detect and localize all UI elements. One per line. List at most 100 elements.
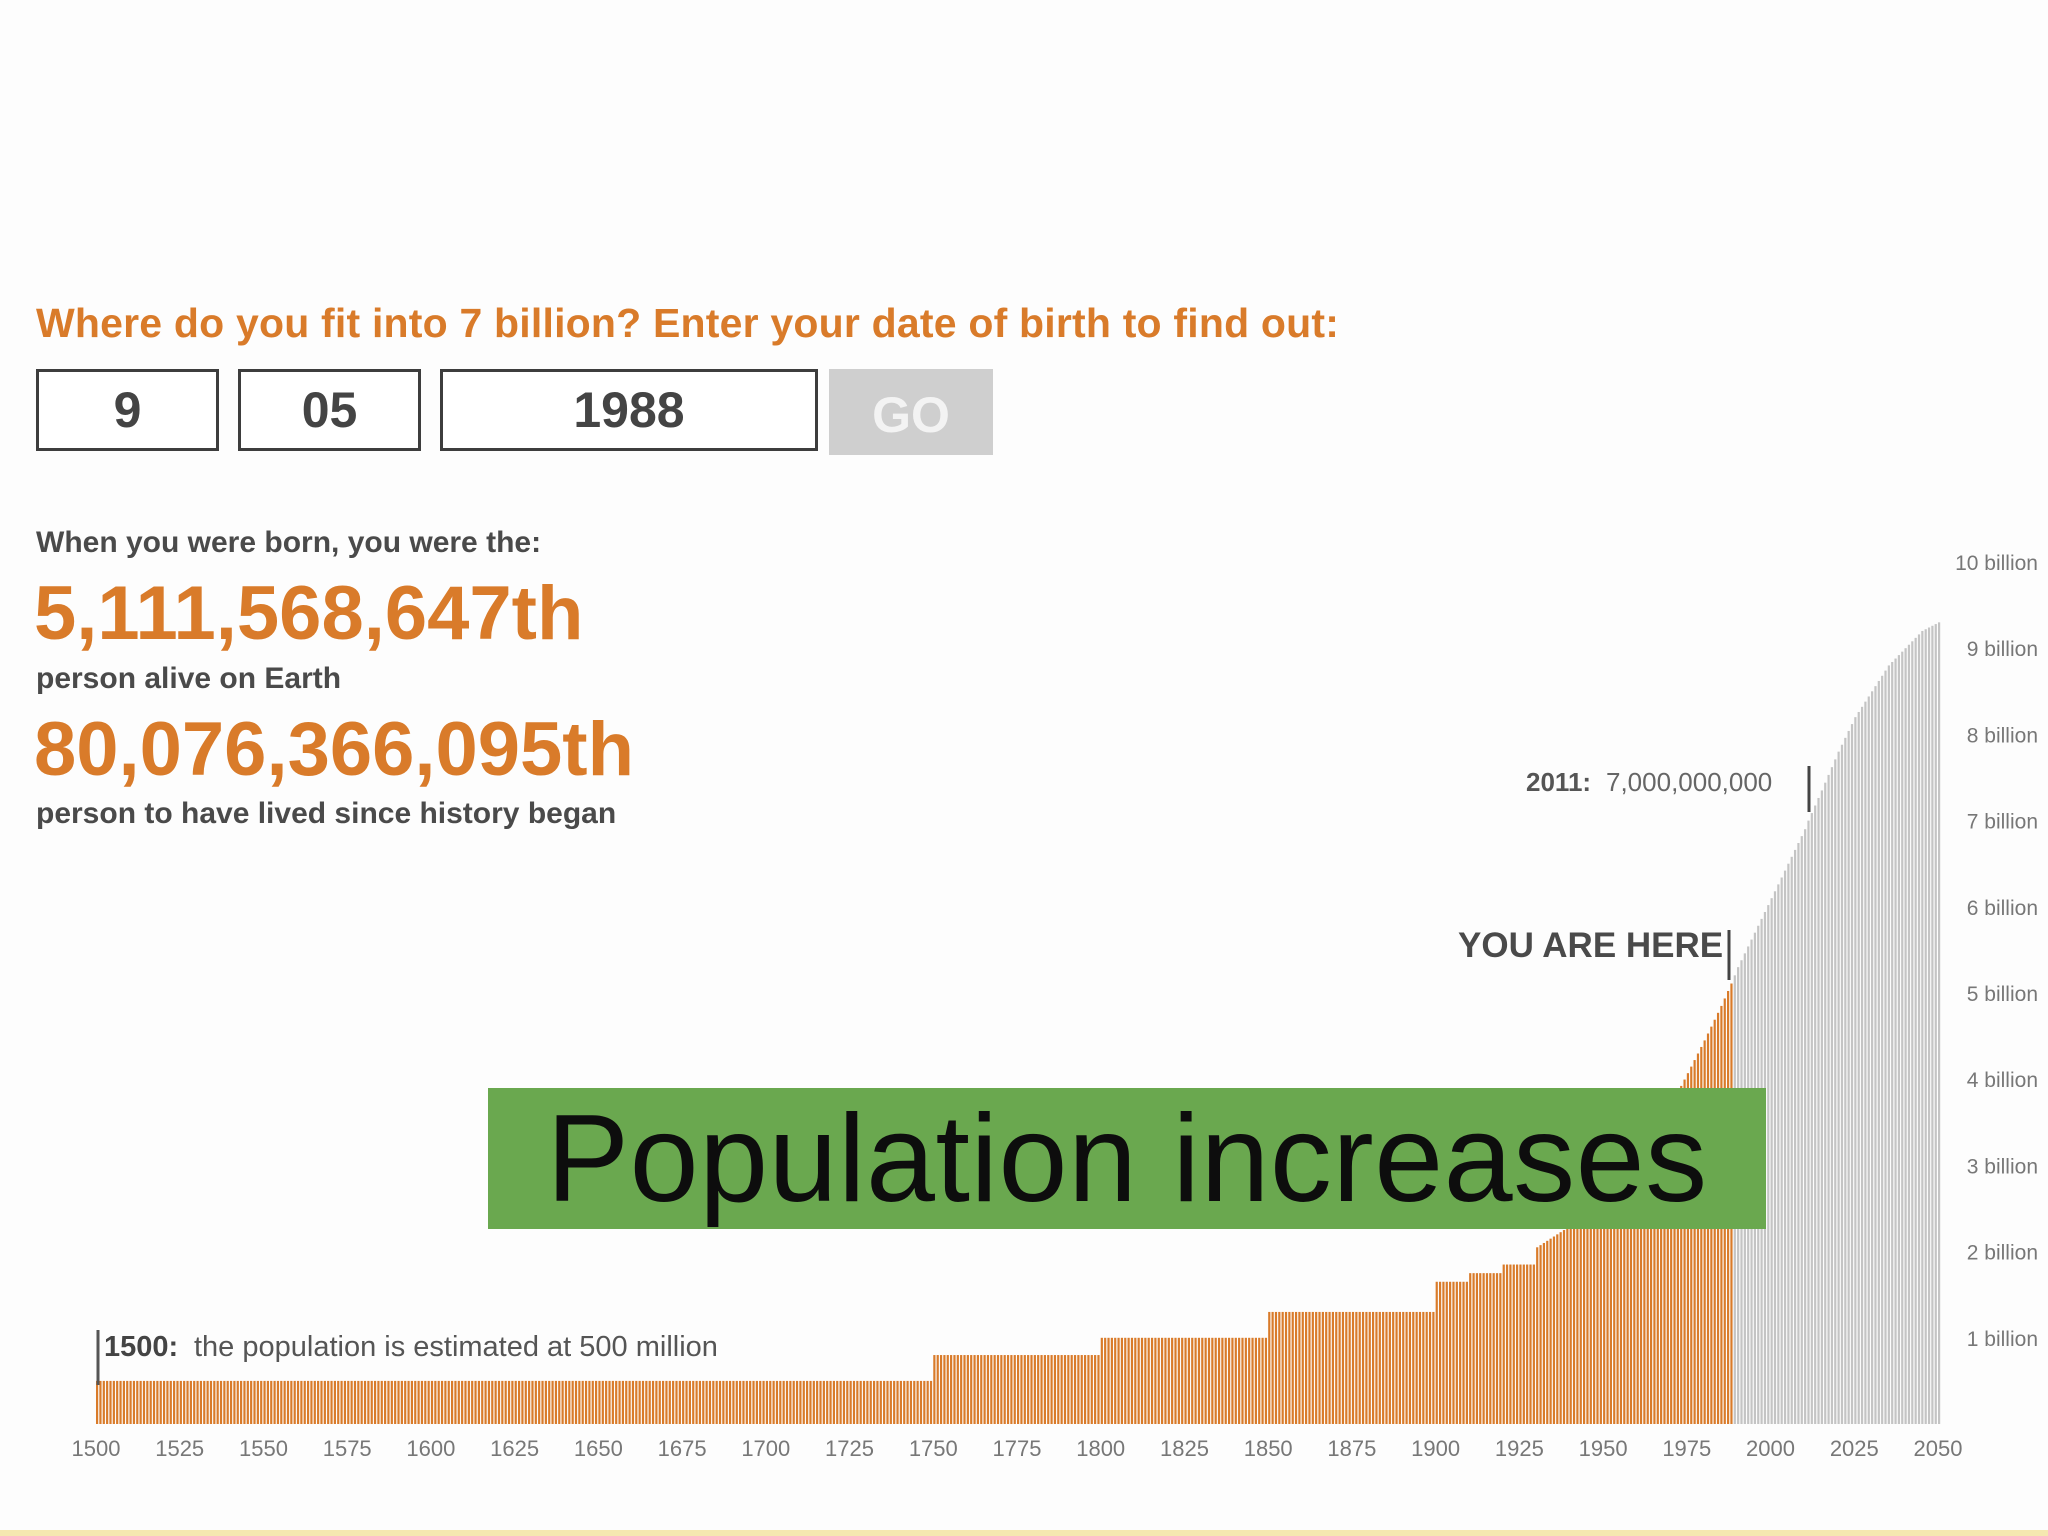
bar-1896 <box>1422 1311 1425 1424</box>
bar-1760 <box>966 1355 969 1424</box>
bar-1655 <box>615 1380 618 1424</box>
bar-1635 <box>548 1380 551 1424</box>
bar-1943 <box>1579 1219 1582 1424</box>
bar-1913 <box>1479 1273 1482 1424</box>
bar-2032 <box>1877 680 1880 1424</box>
bar-1596 <box>417 1380 420 1424</box>
bar-1814 <box>1147 1337 1150 1424</box>
bar-2024 <box>1850 724 1854 1424</box>
bar-1549 <box>260 1380 263 1424</box>
x-tick-label: 2025 <box>1830 1436 1879 1461</box>
x-tick-label: 1525 <box>155 1436 204 1461</box>
bar-1572 <box>337 1380 340 1424</box>
bar-1876 <box>1355 1311 1358 1424</box>
bar-1796 <box>1087 1355 1090 1424</box>
bar-1822 <box>1174 1337 1177 1424</box>
bar-1855 <box>1284 1311 1288 1424</box>
bar-2013 <box>1814 805 1817 1424</box>
bar-1599 <box>427 1380 430 1424</box>
bar-1569 <box>327 1380 330 1424</box>
alive-label: person alive on Earth <box>36 662 342 695</box>
bar-1787 <box>1057 1355 1060 1424</box>
bar-1786 <box>1053 1355 1057 1424</box>
bar-1766 <box>986 1355 990 1424</box>
bar-2015 <box>1820 790 1823 1424</box>
x-tick-label: 1550 <box>239 1436 288 1461</box>
bar-1804 <box>1114 1337 1117 1424</box>
bar-1531 <box>199 1380 203 1424</box>
bar-1937 <box>1559 1232 1562 1424</box>
bar-1974 <box>1683 1079 1686 1424</box>
bar-1762 <box>973 1355 976 1424</box>
bar-1687 <box>722 1380 725 1424</box>
bar-1508 <box>122 1380 125 1424</box>
bar-1779 <box>1030 1355 1033 1424</box>
bar-1612 <box>471 1380 474 1424</box>
bar-1608 <box>457 1380 460 1424</box>
bar-1609 <box>461 1380 464 1424</box>
bar-1891 <box>1405 1311 1408 1424</box>
bar-1944 <box>1583 1217 1586 1424</box>
bar-1914 <box>1482 1273 1485 1424</box>
bar-1722 <box>839 1380 842 1424</box>
bar-1570 <box>330 1380 333 1424</box>
bar-1837 <box>1224 1337 1227 1424</box>
bar-1699 <box>762 1380 765 1424</box>
bar-1829 <box>1197 1337 1201 1424</box>
bar-1677 <box>688 1380 691 1424</box>
caption-banner: Population increases <box>488 1088 1766 1229</box>
day-input[interactable]: 9 <box>36 369 219 451</box>
go-button[interactable]: GO <box>829 369 993 455</box>
bar-1642 <box>571 1380 574 1424</box>
bar-1923 <box>1512 1264 1515 1424</box>
year-input[interactable]: 1988 <box>440 369 818 451</box>
bar-1975 <box>1686 1073 1690 1424</box>
bar-1734 <box>879 1380 882 1424</box>
month-input[interactable]: 05 <box>238 369 421 451</box>
bar-1723 <box>842 1380 846 1424</box>
bar-1607 <box>454 1380 457 1424</box>
y-tick-label: 5 billion <box>1967 983 2038 1006</box>
bar-1971 <box>1673 1098 1676 1424</box>
bar-1833 <box>1211 1337 1214 1424</box>
bar-1894 <box>1415 1311 1418 1424</box>
bar-1956 <box>1623 1181 1626 1424</box>
bar-1900 <box>1435 1281 1438 1424</box>
bar-1976 <box>1690 1066 1693 1424</box>
bar-2030 <box>1871 691 1874 1424</box>
bar-1854 <box>1281 1311 1284 1424</box>
bar-1597 <box>420 1380 424 1424</box>
bar-1743 <box>909 1380 913 1424</box>
bar-1909 <box>1465 1281 1468 1424</box>
bar-1905 <box>1452 1281 1455 1424</box>
bar-1515 <box>146 1380 149 1424</box>
bar-1918 <box>1495 1273 1499 1424</box>
bar-1545 <box>246 1380 249 1424</box>
bar-1628 <box>524 1380 527 1424</box>
bar-1867 <box>1325 1311 1328 1424</box>
bar-1604 <box>444 1380 447 1424</box>
bar-1961 <box>1639 1159 1643 1424</box>
bar-1901 <box>1438 1281 1442 1424</box>
bar-1904 <box>1449 1281 1452 1424</box>
bar-1622 <box>504 1380 507 1424</box>
bar-1593 <box>407 1380 410 1424</box>
bar-1947 <box>1593 1210 1596 1424</box>
bar-1887 <box>1392 1311 1395 1424</box>
bar-1791 <box>1070 1355 1073 1424</box>
bar-2023 <box>1847 730 1850 1424</box>
bar-group <box>96 622 1941 1424</box>
bar-1540 <box>229 1380 233 1424</box>
bar-1869 <box>1331 1311 1335 1424</box>
bar-1768 <box>993 1355 996 1424</box>
caption-text: Population increases <box>546 1089 1708 1228</box>
x-tick-label: 1775 <box>993 1436 1042 1461</box>
bar-1653 <box>608 1380 611 1424</box>
bar-1694 <box>745 1380 748 1424</box>
bar-1527 <box>186 1380 189 1424</box>
bar-1812 <box>1140 1337 1144 1424</box>
bar-1539 <box>226 1380 229 1424</box>
bar-1930 <box>1536 1247 1539 1424</box>
bar-1588 <box>390 1380 393 1424</box>
bar-1825 <box>1184 1337 1187 1424</box>
